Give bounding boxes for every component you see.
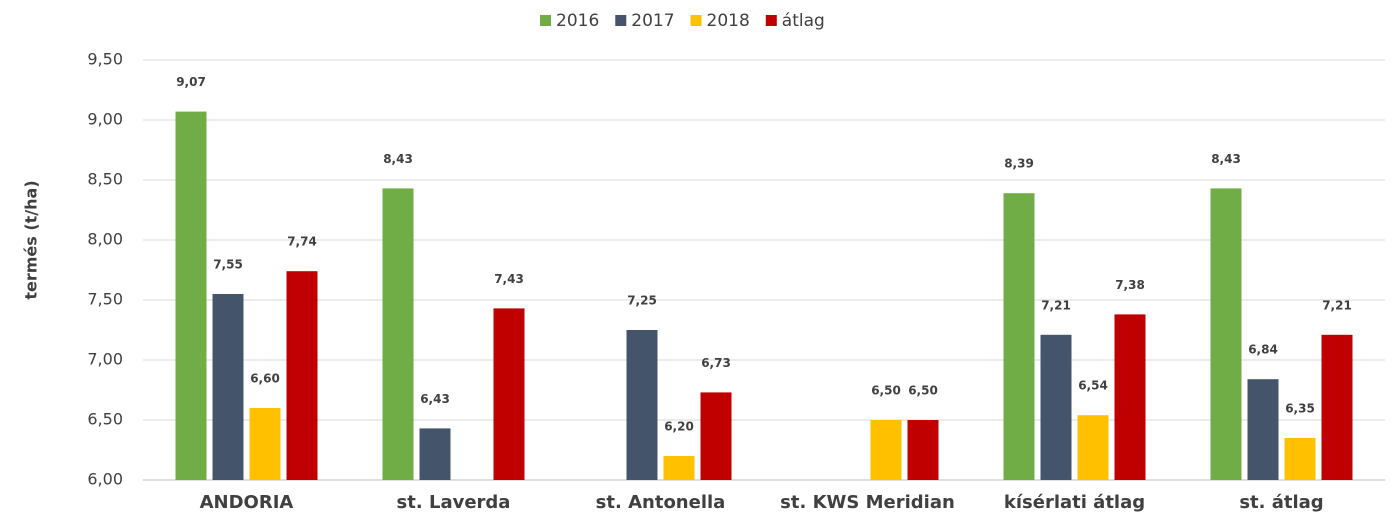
legend-swatch — [540, 15, 551, 26]
value-label: 6,73 — [701, 356, 731, 370]
x-tick-label: st. átlag — [1239, 492, 1323, 513]
y-axis-label: termés (t/ha) — [22, 180, 41, 299]
bar — [419, 428, 451, 480]
bar — [700, 392, 732, 480]
bar — [870, 420, 902, 480]
legend-label: 2018 — [707, 11, 750, 31]
legend-label: 2016 — [556, 11, 599, 31]
bar — [175, 111, 207, 480]
bar — [1040, 334, 1072, 480]
value-label: 7,55 — [213, 258, 243, 272]
value-label: 8,43 — [1211, 152, 1241, 166]
x-tick-label: st. KWS Meridian — [780, 492, 955, 513]
value-label: 7,38 — [1115, 278, 1145, 292]
legend-label: 2017 — [631, 11, 674, 31]
y-tick-label: 7,00 — [87, 350, 123, 369]
bar — [212, 294, 244, 480]
x-tick-label: kísérlati átlag — [1004, 492, 1145, 513]
y-tick-label: 6,00 — [87, 470, 123, 489]
value-label: 7,74 — [287, 235, 317, 249]
value-label: 6,35 — [1285, 402, 1315, 416]
bar — [493, 308, 525, 480]
y-tick-label: 6,50 — [87, 410, 123, 429]
value-label: 6,60 — [250, 372, 280, 386]
legend-swatch — [765, 15, 777, 26]
x-tick-label: st. Laverda — [397, 492, 511, 513]
legend-swatch — [615, 15, 627, 26]
bar — [1003, 193, 1035, 480]
bar — [1077, 415, 1109, 480]
bar — [1247, 379, 1279, 480]
y-tick-label: 9,00 — [87, 110, 123, 129]
y-tick-label: 9,50 — [87, 50, 123, 69]
bar — [1114, 314, 1146, 480]
bar — [1321, 334, 1353, 480]
legend-label: átlag — [782, 11, 825, 31]
value-label: 6,43 — [420, 392, 450, 406]
value-label: 7,21 — [1322, 298, 1352, 312]
bar — [249, 408, 281, 480]
y-tick-label: 8,50 — [87, 170, 123, 189]
bar — [286, 271, 318, 480]
y-tick-label: 7,50 — [87, 290, 123, 309]
bar — [907, 420, 939, 480]
bar — [663, 456, 695, 480]
value-label: 6,20 — [664, 420, 694, 434]
value-label: 6,50 — [871, 384, 901, 398]
x-tick-label: ANDORIA — [200, 492, 294, 513]
value-label: 6,54 — [1078, 379, 1108, 393]
value-label: 9,07 — [176, 75, 206, 89]
x-tick-label: st. Antonella — [596, 492, 726, 513]
bar — [626, 330, 658, 480]
value-label: 8,39 — [1004, 157, 1034, 171]
y-tick-label: 8,00 — [87, 230, 123, 249]
value-label: 7,25 — [627, 294, 657, 308]
value-label: 8,43 — [383, 152, 413, 166]
value-label: 6,84 — [1248, 343, 1278, 357]
bar — [1210, 188, 1242, 480]
bar — [382, 188, 414, 480]
value-label: 7,21 — [1041, 298, 1071, 312]
legend-swatch — [690, 15, 702, 26]
value-label: 6,50 — [908, 384, 938, 398]
value-label: 7,43 — [494, 272, 524, 286]
bar — [1284, 438, 1316, 480]
